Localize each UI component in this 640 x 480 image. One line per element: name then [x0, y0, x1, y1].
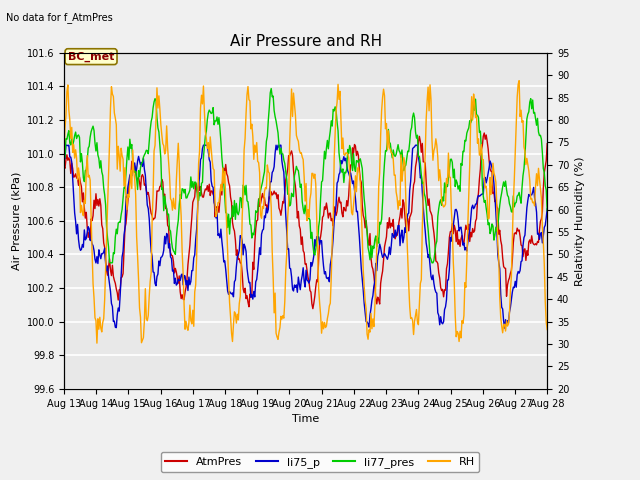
RH — [323, 323, 330, 329]
li77_pres — [543, 208, 551, 214]
AtmPres — [543, 141, 551, 146]
li77_pres — [107, 260, 115, 265]
li77_pres — [292, 168, 300, 174]
AtmPres — [534, 239, 541, 244]
li75_p — [323, 275, 330, 281]
RH — [294, 136, 301, 142]
X-axis label: Time: Time — [292, 414, 319, 424]
li75_p — [349, 181, 356, 187]
li77_pres — [458, 163, 466, 168]
RH — [349, 212, 356, 217]
Title: Air Pressure and RH: Air Pressure and RH — [230, 34, 381, 49]
RH — [457, 335, 465, 341]
li77_pres — [349, 151, 357, 156]
RH — [534, 183, 541, 189]
li77_pres — [268, 86, 275, 92]
li77_pres — [294, 168, 302, 173]
li75_p — [294, 289, 301, 295]
li75_p — [500, 325, 508, 331]
AtmPres — [290, 168, 298, 173]
AtmPres — [292, 196, 300, 202]
AtmPres — [457, 236, 465, 242]
AtmPres — [60, 164, 68, 169]
li75_p — [291, 282, 298, 288]
li77_pres — [60, 156, 68, 162]
Line: AtmPres: AtmPres — [64, 133, 547, 309]
Text: BC_met: BC_met — [68, 51, 115, 62]
RH — [60, 149, 68, 155]
RH — [291, 101, 298, 107]
li75_p — [60, 146, 68, 152]
AtmPres — [481, 130, 488, 136]
Text: No data for f_AtmPres: No data for f_AtmPres — [6, 12, 113, 23]
AtmPres — [309, 306, 317, 312]
Y-axis label: Air Pressure (kPa): Air Pressure (kPa) — [11, 172, 21, 270]
RH — [515, 78, 523, 84]
Y-axis label: Relativity Humidity (%): Relativity Humidity (%) — [575, 156, 585, 286]
Legend: AtmPres, li75_p, li77_pres, RH: AtmPres, li75_p, li77_pres, RH — [161, 452, 479, 472]
li75_p — [62, 142, 70, 148]
AtmPres — [349, 145, 356, 151]
Line: li77_pres: li77_pres — [64, 89, 547, 263]
RH — [543, 327, 551, 333]
Line: RH: RH — [64, 81, 547, 343]
li77_pres — [534, 116, 541, 121]
AtmPres — [323, 200, 330, 206]
Line: li75_p: li75_p — [64, 145, 547, 328]
li75_p — [457, 224, 465, 230]
li75_p — [534, 231, 541, 237]
RH — [93, 340, 100, 346]
li75_p — [543, 206, 551, 212]
li77_pres — [324, 138, 332, 144]
